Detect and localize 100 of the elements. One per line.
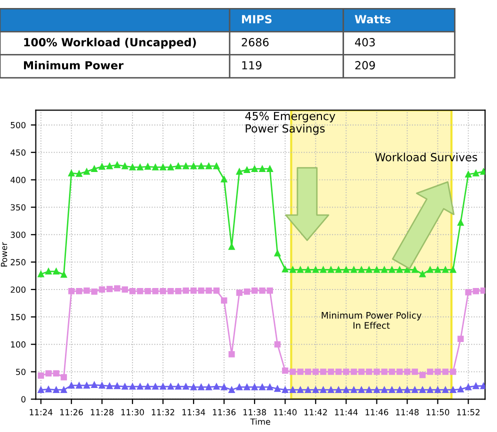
point — [114, 285, 120, 292]
point — [160, 164, 166, 170]
point — [442, 266, 449, 273]
point — [374, 368, 380, 375]
point — [168, 383, 174, 390]
point — [213, 162, 220, 170]
point — [220, 176, 228, 182]
text: Minimum Power — [24, 60, 124, 70]
point — [244, 384, 250, 390]
point — [244, 166, 250, 174]
point — [106, 162, 113, 170]
point — [366, 266, 372, 273]
point — [236, 384, 242, 390]
point — [122, 162, 128, 170]
point — [129, 164, 136, 170]
point — [450, 386, 456, 393]
point — [198, 287, 204, 294]
point — [465, 171, 472, 178]
point — [129, 288, 136, 294]
point — [244, 288, 250, 295]
point — [304, 368, 312, 375]
point — [206, 287, 212, 294]
point — [220, 384, 228, 390]
point — [213, 287, 220, 294]
point — [297, 386, 304, 393]
point — [60, 386, 67, 393]
point — [84, 168, 90, 175]
point — [114, 162, 120, 168]
point — [396, 386, 403, 393]
point — [312, 386, 319, 393]
point — [304, 266, 312, 273]
text: Watts — [354, 15, 391, 24]
point — [53, 268, 60, 275]
point — [198, 384, 204, 390]
point — [53, 370, 60, 377]
x-tick-label: 11:32 — [152, 409, 174, 416]
point — [472, 170, 480, 176]
point — [274, 250, 281, 256]
point — [152, 383, 159, 390]
y-tick-label: 200 — [10, 286, 26, 293]
text: 209 — [355, 61, 375, 70]
text: MIPS — [242, 14, 272, 24]
point — [251, 166, 258, 172]
point — [350, 386, 357, 393]
point — [350, 368, 357, 375]
y-tick-label: 150 — [11, 314, 26, 320]
point — [68, 170, 75, 176]
text: 2686 — [242, 38, 269, 46]
point — [465, 289, 472, 296]
point — [434, 386, 441, 393]
y-tick-label: 50 — [16, 368, 26, 376]
point — [60, 374, 67, 380]
point — [144, 288, 151, 294]
y-tick-label: 250 — [10, 259, 26, 266]
x-tick-label: 11:46 — [366, 409, 388, 416]
point — [152, 288, 159, 294]
point — [220, 297, 228, 304]
point — [366, 368, 372, 375]
point — [366, 386, 372, 393]
point — [122, 383, 128, 390]
annotation: 45% Emergency Power Savings — [245, 112, 336, 135]
point — [91, 288, 98, 295]
point — [60, 272, 67, 278]
point — [236, 290, 242, 296]
point — [68, 382, 75, 389]
point — [457, 386, 464, 392]
point — [76, 288, 82, 294]
x-tick-label: 11:24 — [30, 409, 52, 416]
point — [388, 266, 396, 273]
point — [136, 164, 144, 170]
point — [76, 382, 82, 389]
point — [45, 386, 52, 392]
point — [290, 368, 296, 375]
point — [106, 286, 113, 292]
point — [38, 271, 44, 278]
x-tick-label: 11:38 — [243, 409, 266, 416]
x-tick-label: 11:52 — [457, 409, 480, 416]
point — [98, 382, 106, 389]
point — [282, 368, 288, 374]
point — [228, 386, 235, 393]
point — [381, 368, 388, 375]
y-axis-title: Power — [0, 242, 8, 266]
point — [457, 219, 464, 226]
point — [206, 162, 212, 170]
point — [45, 370, 52, 377]
text: 403 — [355, 38, 375, 46]
point — [427, 368, 434, 375]
point — [251, 287, 258, 294]
point — [343, 368, 350, 375]
y-tick-label: 500 — [10, 122, 26, 128]
point — [358, 368, 365, 375]
point — [175, 383, 182, 390]
x-tick-label: 11:26 — [60, 409, 83, 416]
point — [84, 382, 90, 389]
point — [388, 386, 396, 393]
point — [419, 386, 426, 393]
point — [434, 368, 441, 375]
point — [480, 382, 486, 390]
point — [129, 383, 136, 390]
point — [266, 287, 273, 294]
